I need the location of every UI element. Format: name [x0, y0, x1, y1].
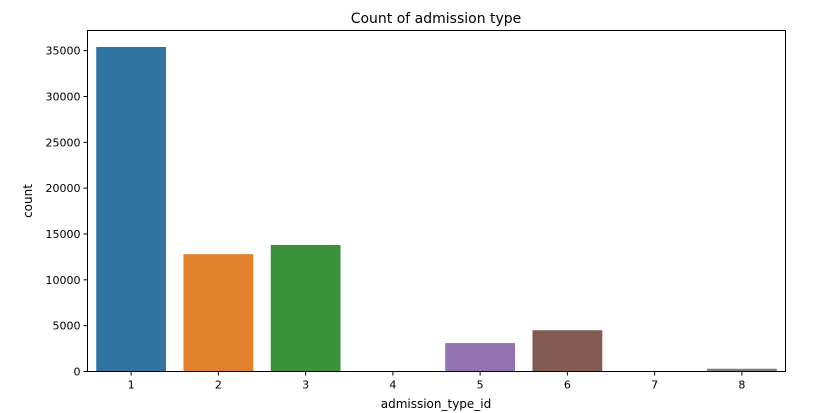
y-tick-label-35000: 35000	[46, 45, 81, 58]
bar-3	[270, 245, 341, 372]
x-tick-label-7: 7	[651, 379, 658, 392]
x-tick-label-1: 1	[128, 379, 135, 392]
y-tick-label-25000: 25000	[46, 136, 81, 149]
bar-6	[532, 330, 603, 372]
bar-5	[445, 343, 516, 372]
x-tick-label-3: 3	[302, 379, 309, 392]
x-tick-label-4: 4	[389, 379, 396, 392]
x-tick-label-8: 8	[738, 379, 745, 392]
y-axis-label: count	[21, 184, 35, 218]
y-tick-label-5000: 5000	[53, 320, 81, 333]
y-tick-label-15000: 15000	[46, 228, 81, 241]
y-tick-label-10000: 10000	[46, 274, 81, 287]
x-tick-label-6: 6	[564, 379, 571, 392]
x-tick-label-2: 2	[215, 379, 222, 392]
y-tick-label-20000: 20000	[46, 182, 81, 195]
x-axis-label: admission_type_id	[381, 397, 492, 411]
bars-group	[96, 47, 777, 372]
y-axis: 0 5000 10000 15000 20000 25000 30000 35000	[46, 45, 88, 379]
chart-title: Count of admission type	[351, 11, 522, 27]
bar-8	[706, 368, 777, 372]
y-tick-label-0: 0	[74, 366, 81, 379]
x-axis: 1 2 3 4 5 6 7 8	[128, 371, 745, 392]
bar-1	[96, 47, 167, 372]
y-tick-label-30000: 30000	[46, 91, 81, 104]
bar-2	[183, 254, 254, 372]
x-tick-label-5: 5	[477, 379, 484, 392]
plot-frame	[87, 30, 786, 372]
